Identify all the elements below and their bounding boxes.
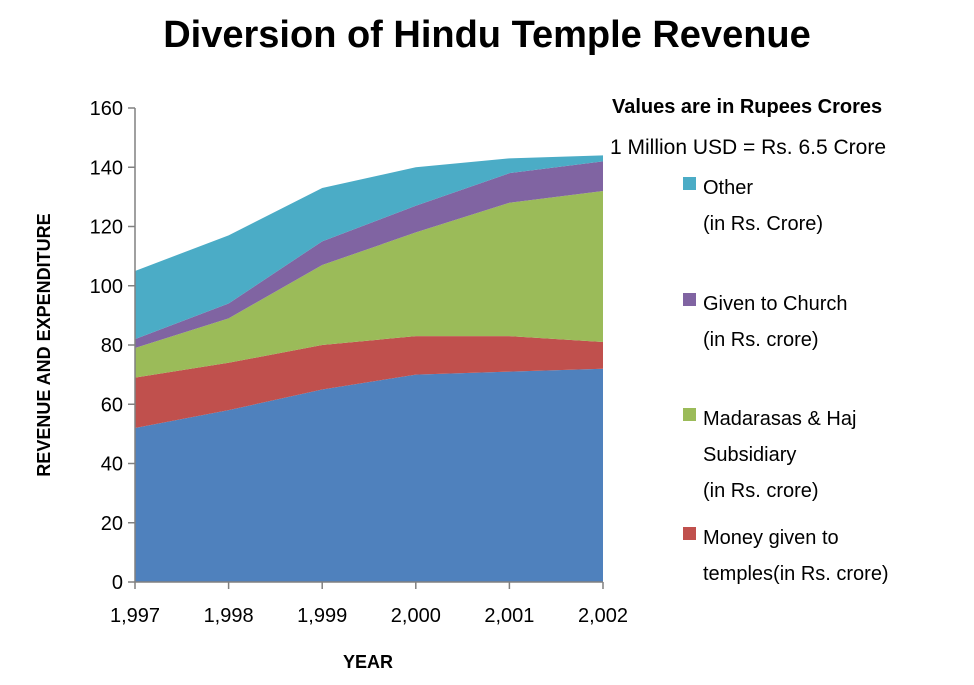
y-tick-label: 140 (90, 157, 123, 179)
legend-label-line: (in Rs. crore) (703, 480, 819, 502)
y-tick-label: 40 (101, 454, 123, 476)
x-tick-label: 1,999 (297, 605, 347, 627)
x-tick-label: 2,001 (484, 605, 534, 627)
x-tick-label: 1,997 (110, 605, 160, 627)
y-tick-label: 120 (90, 217, 123, 239)
y-tick-label: 60 (101, 394, 123, 416)
legend-label-line: (in Rs. crore) (703, 329, 819, 351)
legend-swatch (683, 293, 696, 306)
x-axis-title: YEAR (343, 652, 393, 672)
area-other (135, 155, 603, 340)
x-tick-label: 2,000 (391, 605, 441, 627)
y-tick-label: 160 (90, 98, 123, 120)
x-tick-label: 1,998 (204, 605, 254, 627)
y-axis-ticks: 0 20 40 60 80 100 120 140 160 (90, 98, 135, 594)
area-temples (135, 336, 603, 428)
chart-title: Diversion of Hindu Temple Revenue (163, 14, 811, 56)
x-axis-ticks: 1,997 1,998 1,999 2,000 2,001 2,002 (110, 582, 628, 627)
legend-label-line: Subsidiary (703, 444, 797, 466)
legend-swatch (683, 408, 696, 421)
area-madarasas (135, 190, 603, 378)
y-tick-label: 0 (112, 572, 123, 594)
legend-label-line: Given to Church (703, 293, 848, 315)
area-layers (135, 155, 603, 582)
legend-label-line: Money given to (703, 527, 839, 549)
y-tick-label: 80 (101, 335, 123, 357)
legend-swatch (683, 177, 696, 190)
y-tick-label: 20 (101, 513, 123, 535)
area-base (135, 368, 603, 582)
legend-label-line: Madarasas & Haj (703, 408, 857, 430)
legend-label-line: temples(in Rs. crore) (703, 563, 889, 585)
area-church (135, 161, 603, 348)
y-tick-label: 100 (90, 276, 123, 298)
x-tick-label: 2,002 (578, 605, 628, 627)
legend-label-line: (in Rs. Crore) (703, 213, 824, 235)
legend-label-line: Other (703, 177, 754, 199)
conversion-note: 1 Million USD = Rs. 6.5 Crore (610, 136, 887, 159)
units-note: Values are in Rupees Crores (612, 96, 883, 118)
legend-swatch (683, 527, 696, 540)
y-axis-title: REVENUE AND EXPENDITURE (34, 213, 54, 476)
